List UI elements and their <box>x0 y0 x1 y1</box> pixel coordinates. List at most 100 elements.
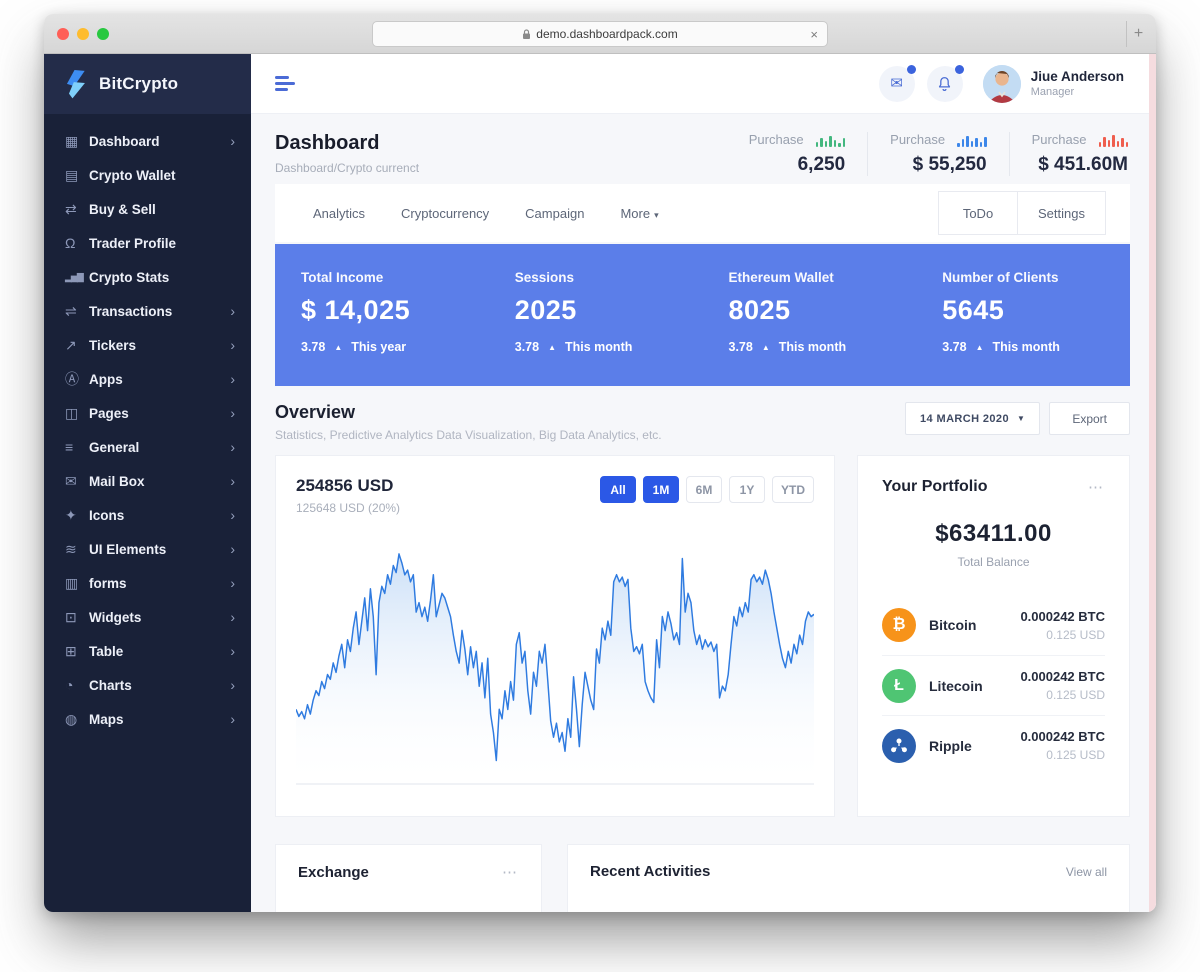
clear-url-icon[interactable]: × <box>810 26 818 42</box>
chevron-right-icon: › <box>230 711 235 727</box>
chevron-down-icon: ▼ <box>1016 414 1026 423</box>
sidebar-item-trader-profile[interactable]: Ω Trader Profile <box>44 226 251 260</box>
tab-cryptocurrency[interactable]: Cryptocurrency <box>401 205 490 221</box>
asset-name: Litecoin <box>929 677 983 694</box>
chevron-right-icon: › <box>230 507 235 523</box>
user-role: Manager <box>1030 86 1075 98</box>
sidebar-item-buy-sell[interactable]: ⇄ Buy & Sell <box>44 192 251 226</box>
sidebar-item-tickers[interactable]: ↗ Tickers › <box>44 328 251 362</box>
exchange-menu-icon[interactable]: ⋯ <box>502 864 519 881</box>
bitcoin-icon: ₿ <box>882 608 916 642</box>
todo-button[interactable]: ToDo <box>938 191 1019 235</box>
zoom-window-button[interactable] <box>97 28 109 40</box>
sidebar-item-label: Maps <box>89 711 124 727</box>
messages-button[interactable]: ✉ <box>878 64 916 102</box>
asset-row-bitcoin[interactable]: ₿ Bitcoin 0.000242 BTC 0.125 USD <box>882 595 1105 655</box>
form-icon: ▥ <box>65 574 79 591</box>
asset-amount-usd: 0.125 USD <box>1046 688 1105 702</box>
sidebar-item-label: Tickers <box>89 337 137 353</box>
arrow-up-icon: ▲ <box>975 342 984 352</box>
sidebar-item-mail-box[interactable]: ✉ Mail Box › <box>44 464 251 498</box>
settings-button[interactable]: Settings <box>1018 191 1106 235</box>
sliders-icon: ≡ <box>65 439 74 455</box>
sidebar-item-dashboard[interactable]: ▦ Dashboard › <box>44 124 251 158</box>
logo[interactable]: BitCrypto <box>44 54 251 114</box>
asset-list: ₿ Bitcoin 0.000242 BTC 0.125 USD Ł Litecoin 0.… <box>882 595 1105 775</box>
kpi-label: Number of Clients <box>942 270 1059 285</box>
kpi-period: This month <box>565 340 633 354</box>
chevron-right-icon: › <box>230 303 235 319</box>
hamburger-menu-icon[interactable] <box>275 76 295 91</box>
exchange-icon: ⇌ <box>65 302 77 319</box>
sidebar-item-label: Transactions <box>89 303 173 319</box>
sidebar-item-crypto-wallet[interactable]: ▤ Crypto Wallet <box>44 158 251 192</box>
asset-row-ripple[interactable]: Ripple 0.000242 BTC 0.125 USD <box>882 715 1105 775</box>
sidebar-item-general[interactable]: ≡ General › <box>44 430 251 464</box>
breadcrumb: Dashboard/Crypto currenct <box>275 161 420 175</box>
browser-window: demo.dashboardpack.com × + BitCrypto ▦ Da… <box>44 14 1156 912</box>
range-button-ytd[interactable]: YTD <box>772 476 814 503</box>
sidebar-item-crypto-stats[interactable]: ▂▅▇ Crypto Stats <box>44 260 251 294</box>
sidebar-item-label: UI Elements <box>89 541 167 557</box>
purchase-stat: Purchase $ 451.60M <box>1008 132 1130 176</box>
range-button-6m[interactable]: 6M <box>686 476 722 503</box>
sidebar-item-widgets[interactable]: ⊡ Widgets › <box>44 600 251 634</box>
kpi-delta: 3.78 ▲ This month <box>942 340 1130 354</box>
asset-name: Bitcoin <box>929 617 977 633</box>
kpi-value: 5645 <box>942 295 1005 325</box>
sidebar-item-icons[interactable]: ✦ Icons › <box>44 498 251 532</box>
sidebar-item-label: Mail Box <box>89 473 145 489</box>
range-button-1m[interactable]: 1M <box>643 476 679 503</box>
overview-title: Overview <box>275 402 356 422</box>
range-button-all[interactable]: All <box>600 476 636 503</box>
sidebar-item-maps[interactable]: ◍ Maps › <box>44 702 251 736</box>
range-button-1y[interactable]: 1Y <box>729 476 765 503</box>
sidebar-item-ui-elements[interactable]: ≋ UI Elements › <box>44 532 251 566</box>
sidebar-item-apps[interactable]: Ⓐ Apps › <box>44 362 251 396</box>
purchase-label: Purchase <box>748 132 804 147</box>
sidebar-item-charts[interactable]: ◔ Charts › <box>44 668 251 702</box>
kpi-delta: 3.78 ▲ This month <box>729 340 917 354</box>
bolt-icon <box>66 69 85 99</box>
minimize-window-button[interactable] <box>77 28 89 40</box>
asset-name: Ripple <box>929 737 972 754</box>
asset-row-litecoin[interactable]: Ł Litecoin 0.000242 BTC 0.125 USD <box>882 655 1105 715</box>
asset-amount-btc: 0.000242 BTC <box>1020 729 1105 744</box>
sidebar-item-label: Buy & Sell <box>89 201 156 217</box>
notification-dot <box>906 64 916 74</box>
sidebar-item-pages[interactable]: ◫ Pages › <box>44 396 251 430</box>
topbar: ✉ <box>251 54 1156 114</box>
kpi-delta-value: 3.78 <box>301 340 326 354</box>
sparkle-icon: ✦ <box>65 506 77 523</box>
user-menu[interactable]: Jiue Anderson Manager <box>982 64 1124 103</box>
chevron-right-icon: › <box>230 371 235 387</box>
url-text: demo.dashboardpack.com <box>536 27 678 41</box>
tab-analytics[interactable]: Analytics <box>313 205 366 221</box>
asset-amount-usd: 0.125 USD <box>1046 748 1105 762</box>
chevron-right-icon: › <box>230 439 235 455</box>
new-tab-button[interactable]: + <box>1126 21 1150 47</box>
sidebar-item-forms[interactable]: ▥ forms › <box>44 566 251 600</box>
chevron-right-icon: › <box>230 541 235 557</box>
portfolio-menu-icon[interactable]: ⋯ <box>1088 479 1105 496</box>
view-all-link[interactable]: View all <box>1065 864 1107 879</box>
tab-more[interactable]: More ▾ <box>620 205 659 221</box>
arrow-up-icon: ▲ <box>548 342 557 352</box>
export-button[interactable]: Export <box>1049 402 1130 435</box>
chevron-down-icon: ▾ <box>654 209 659 220</box>
kpi-value: 2025 <box>514 295 577 325</box>
purchase-label: Purchase <box>890 132 946 147</box>
tab-campaign[interactable]: Campaign <box>525 205 585 221</box>
area-chart[interactable] <box>295 527 815 790</box>
sidebar-item-transactions[interactable]: ⇌ Transactions › <box>44 294 251 328</box>
date-select[interactable]: 14 MARCH 2020 ▼ <box>905 402 1041 435</box>
ripple-icon <box>882 728 916 763</box>
kpi-total-income: Total Income $ 14,025 3.78 ▲ This year <box>275 244 489 386</box>
kpi-label: Ethereum Wallet <box>728 270 834 285</box>
notifications-button[interactable] <box>926 64 964 102</box>
url-bar[interactable]: demo.dashboardpack.com × <box>372 21 828 47</box>
close-window-button[interactable] <box>57 28 69 40</box>
sidebar-item-table[interactable]: ⊞ Table › <box>44 634 251 668</box>
total-balance-value: $63411.00 <box>935 520 1052 547</box>
scrollbar-strip[interactable] <box>1149 54 1156 912</box>
